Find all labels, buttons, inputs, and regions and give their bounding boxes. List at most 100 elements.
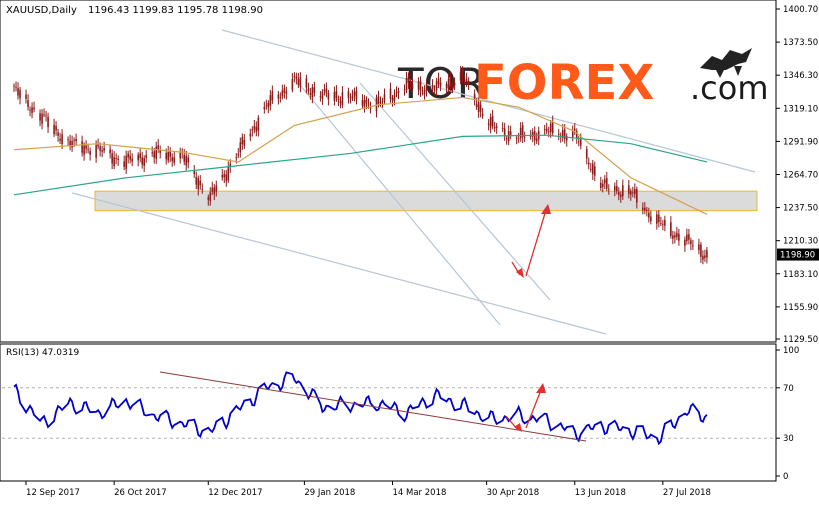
candle-body	[69, 140, 71, 147]
candle-body	[531, 132, 534, 137]
candle-body	[15, 86, 17, 88]
candle-body	[579, 139, 582, 146]
candle-body	[477, 101, 480, 113]
candle-body	[115, 158, 117, 159]
price-tick-label: 1183.10	[783, 270, 818, 280]
rsi-arrow-down-head	[514, 423, 522, 432]
rsi-tick-label: 30	[783, 434, 794, 444]
candle-body	[341, 92, 344, 106]
candle-body	[613, 186, 616, 191]
price-tick-label: 1319.10	[783, 104, 818, 114]
candle-body	[291, 79, 294, 90]
candle-body	[73, 139, 75, 141]
candle-body	[85, 145, 87, 149]
candle-body	[169, 151, 172, 157]
candle-body	[137, 154, 139, 161]
candle-body	[13, 85, 15, 87]
price-tick-label: 1155.90	[783, 303, 818, 313]
candle-body	[543, 129, 546, 130]
candle-body	[81, 141, 83, 153]
candle-body	[515, 137, 518, 139]
rsi-arrow-up-head	[536, 383, 546, 393]
candle-body	[636, 189, 638, 203]
candle-body	[223, 173, 226, 178]
candle-body	[305, 78, 308, 88]
symbol-label: XAUUSD,Daily	[6, 5, 77, 16]
candle-body	[646, 210, 648, 211]
candle-body	[145, 155, 147, 158]
candle-body	[363, 99, 366, 108]
candle-body	[45, 115, 47, 117]
candle-body	[279, 97, 282, 99]
candle-body	[113, 157, 115, 167]
ma-fast-line	[13, 96, 708, 215]
candle-body	[505, 138, 508, 140]
candle-body	[431, 85, 434, 90]
candle-body	[351, 95, 354, 99]
candle-body	[523, 136, 526, 138]
candle-body	[449, 77, 452, 87]
candle-body	[347, 91, 350, 98]
candle-body	[644, 207, 646, 211]
candle-body	[293, 76, 296, 78]
rsi-tick-label: 100	[783, 346, 799, 356]
date-tick-label: 12 Sep 2017	[26, 488, 80, 498]
candle-body	[61, 134, 63, 145]
channel-line-2	[71, 192, 607, 335]
candle-body	[479, 104, 482, 112]
candle-body	[225, 174, 228, 182]
rsi-line	[13, 371, 708, 446]
candle-body	[535, 138, 538, 142]
candle-body	[603, 179, 606, 184]
candle-body	[209, 192, 212, 201]
candle-body	[561, 129, 564, 138]
candle-body	[235, 157, 238, 158]
candle-body	[33, 107, 35, 110]
candle-body	[670, 222, 672, 237]
candle-body	[577, 141, 580, 143]
candle-body	[311, 87, 314, 98]
candle-body	[313, 87, 316, 93]
candle-body	[43, 114, 45, 116]
date-tick-label: 13 Jun 2018	[575, 488, 626, 498]
candle-body	[349, 97, 352, 99]
candle-body	[369, 106, 372, 109]
candle-body	[319, 96, 322, 98]
candle-body	[662, 223, 664, 225]
candle-body	[632, 192, 634, 194]
candle-body	[435, 81, 438, 91]
candle-body	[463, 80, 466, 82]
candle-body	[201, 188, 204, 190]
candle-body	[461, 69, 464, 77]
candle-body	[706, 250, 708, 258]
candle-body	[571, 131, 574, 138]
candle-body	[439, 82, 442, 87]
candle-body	[489, 117, 492, 128]
candle-body	[143, 158, 145, 166]
channel-line-1	[221, 29, 756, 173]
candle-body	[664, 219, 666, 226]
candle-body	[393, 94, 396, 101]
candle-body	[321, 91, 324, 99]
rsi-arrow-up-line	[525, 389, 542, 429]
candle-body	[215, 185, 218, 192]
candle-body	[529, 135, 532, 137]
ma-slow-line	[13, 134, 708, 196]
candle-body	[688, 234, 690, 240]
candle-body	[25, 94, 27, 99]
price-tick-label: 1373.50	[783, 38, 818, 48]
logo-forex: FOREX	[474, 55, 654, 111]
price-tick-label: 1210.30	[783, 237, 818, 247]
price-tick-label: 1346.30	[783, 71, 818, 81]
arrow-down-head	[516, 268, 524, 278]
candle-body	[622, 185, 624, 197]
candle-body	[433, 90, 436, 91]
candle-body	[27, 100, 29, 108]
candle-body	[41, 113, 43, 124]
candle-body	[277, 94, 280, 99]
candle-body	[337, 98, 340, 101]
candle-body	[447, 78, 450, 89]
candle-body	[159, 149, 162, 153]
candle-body	[545, 128, 548, 132]
candle-body	[615, 186, 618, 192]
